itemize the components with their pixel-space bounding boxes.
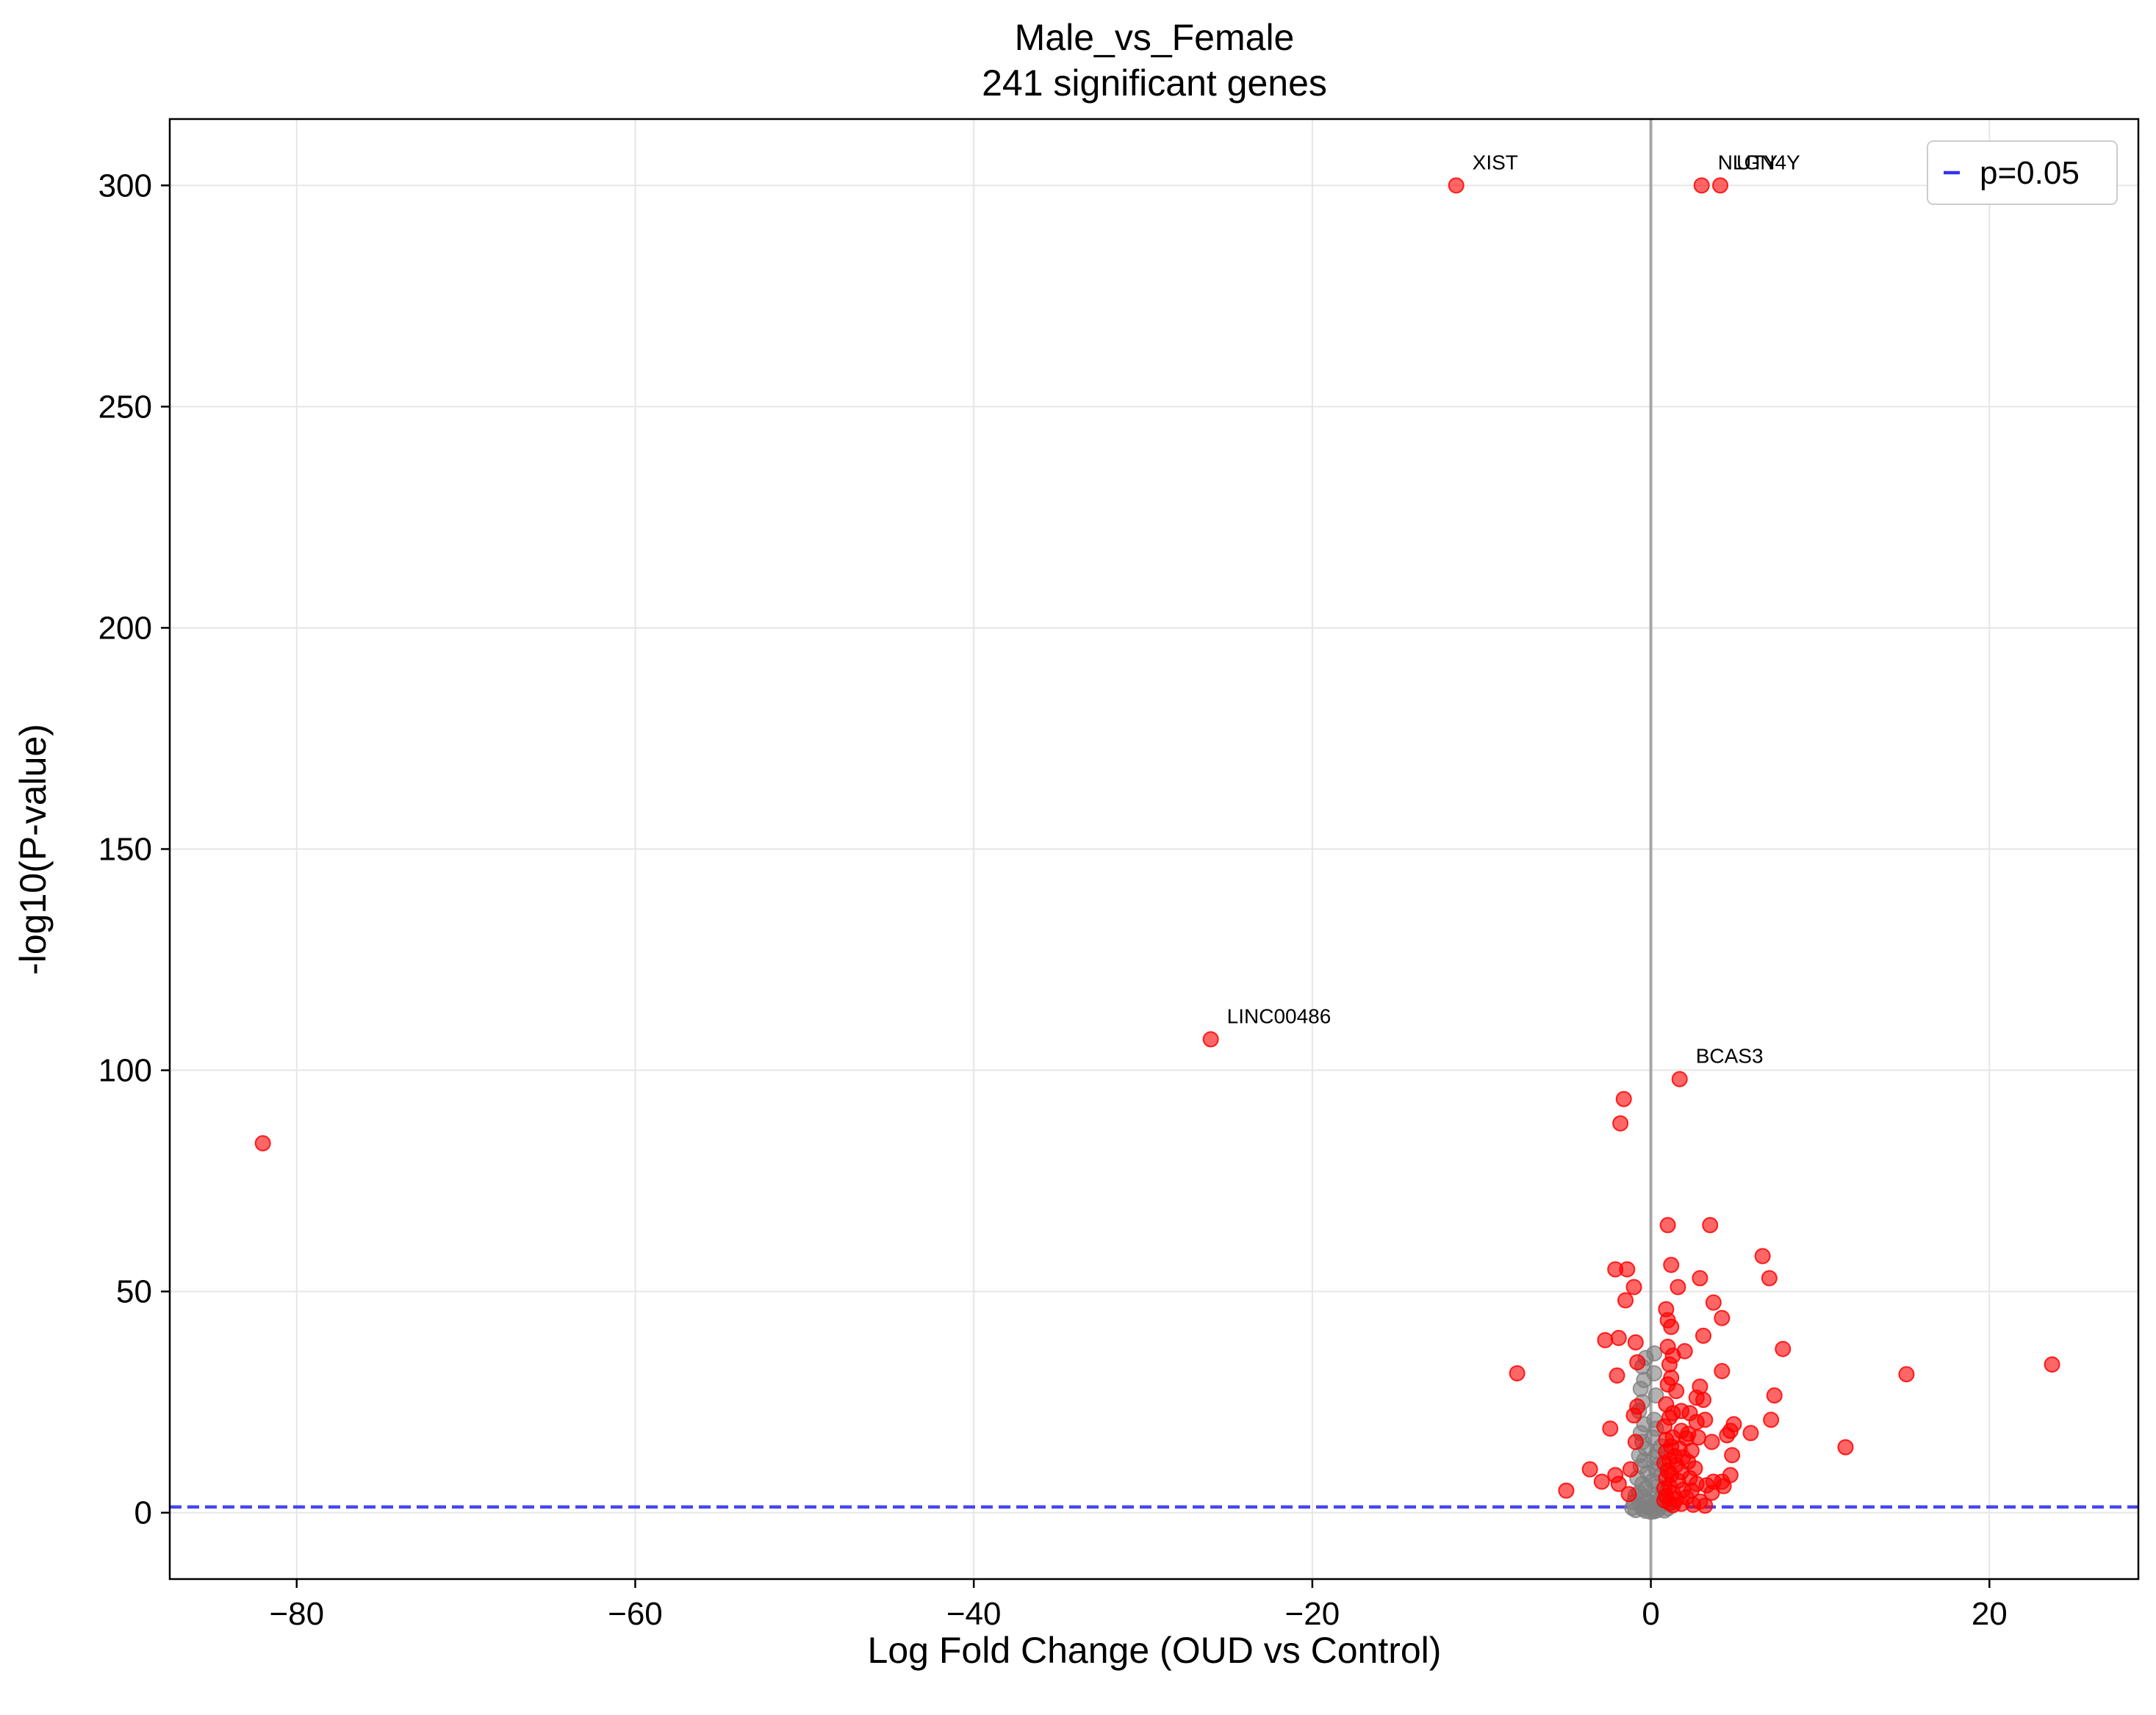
x-tick-label: −40 (946, 1596, 1002, 1632)
significant-point (1754, 1248, 1771, 1265)
significant-point (1581, 1461, 1598, 1478)
significant-point (1664, 1497, 1681, 1514)
significant-point (1702, 1217, 1719, 1234)
significant-point (1625, 1279, 1642, 1295)
y-tick-label: 50 (116, 1274, 152, 1310)
significant-point (1763, 1412, 1780, 1428)
significant-point (1742, 1425, 1759, 1442)
gene-label: LINC00486 (1227, 1004, 1332, 1027)
significant-point (1615, 1090, 1632, 1107)
significant-point (1761, 1270, 1778, 1287)
significant-point (1712, 177, 1729, 194)
significant-point (1627, 1334, 1644, 1351)
y-axis-title: -log10(P-value) (12, 724, 54, 975)
y-tick-label: 150 (98, 832, 152, 868)
significant-point (1775, 1340, 1792, 1357)
significant-point (1724, 1447, 1741, 1464)
nonsignificant-point (1646, 1345, 1663, 1362)
significant-point (1663, 1318, 1680, 1335)
chart-title: Male_vs_Female (1015, 17, 1295, 58)
x-tick-label: −80 (269, 1596, 324, 1632)
y-tick-label: 200 (98, 610, 152, 646)
significant-point (1671, 1071, 1688, 1087)
x-tick-label: 20 (1972, 1596, 2008, 1632)
significant-point (1703, 1484, 1720, 1501)
significant-point (1837, 1439, 1854, 1456)
significant-point (1714, 1363, 1731, 1380)
significant-point (1705, 1294, 1722, 1311)
x-tick-label: 0 (1642, 1596, 1659, 1632)
significant-point (1668, 1383, 1685, 1400)
y-tick-label: 0 (134, 1495, 152, 1531)
gene-label: NLGN4Y (1718, 151, 1800, 173)
significant-point (1663, 1256, 1680, 1273)
significant-point (1202, 1031, 1219, 1048)
gene-label: BCAS3 (1696, 1045, 1764, 1068)
x-tick-label: −20 (1285, 1596, 1340, 1632)
gene-label: XIST (1473, 151, 1518, 173)
reference-lines (170, 119, 2138, 1579)
legend-box (1927, 140, 2118, 205)
significant-point (1617, 1292, 1634, 1309)
significant-point (1766, 1387, 1783, 1404)
significant-point (1659, 1217, 1676, 1234)
y-tick-label: 250 (98, 389, 152, 425)
x-axis-title: Log Fold Change (OUD vs Control) (868, 1630, 1442, 1671)
significant-point (1695, 1392, 1711, 1409)
significant-point (254, 1135, 271, 1151)
chart-subtitle: 241 significant genes (982, 62, 1327, 104)
significant-point (1697, 1498, 1714, 1514)
significant-point (1609, 1367, 1625, 1384)
significant-point (1625, 1407, 1642, 1424)
significant-point (1695, 1327, 1711, 1344)
y-tick-label: 300 (98, 168, 152, 204)
significant-point (1692, 1270, 1708, 1287)
legend: p=0.05 (1927, 140, 2118, 205)
significant-point (1898, 1366, 1915, 1383)
significant-point (1597, 1331, 1614, 1348)
significant-point (1558, 1482, 1575, 1499)
nonsignificant-point (1642, 1503, 1659, 1520)
significant-point (1714, 1309, 1731, 1326)
significant-point (1703, 1434, 1720, 1450)
significant-point (1661, 1356, 1678, 1373)
significant-point (1719, 1427, 1736, 1444)
significant-point (1593, 1473, 1610, 1490)
significant-point (1602, 1420, 1619, 1437)
y-tick-label: 100 (98, 1053, 152, 1089)
x-tick-label: −60 (608, 1596, 663, 1632)
significant-point (2044, 1356, 2060, 1373)
significant-point (1688, 1414, 1705, 1431)
legend-threshold-label: p=0.05 (1980, 155, 2080, 191)
significant-point (1610, 1475, 1627, 1492)
significant-point (1693, 177, 1710, 194)
significant-point (1509, 1365, 1526, 1382)
significant-point (1670, 1279, 1686, 1295)
significant-point (1612, 1115, 1629, 1132)
data-points (254, 177, 2060, 1520)
significant-point (1620, 1486, 1637, 1503)
significant-point (1619, 1261, 1636, 1278)
significant-point (1622, 1461, 1639, 1478)
gene-label: UTY (1736, 151, 1778, 173)
nonsignificant-point (1647, 1387, 1664, 1404)
significant-point (1610, 1329, 1627, 1346)
significant-point (1448, 177, 1465, 194)
significant-point (1627, 1434, 1644, 1450)
significant-point (1629, 1353, 1646, 1370)
